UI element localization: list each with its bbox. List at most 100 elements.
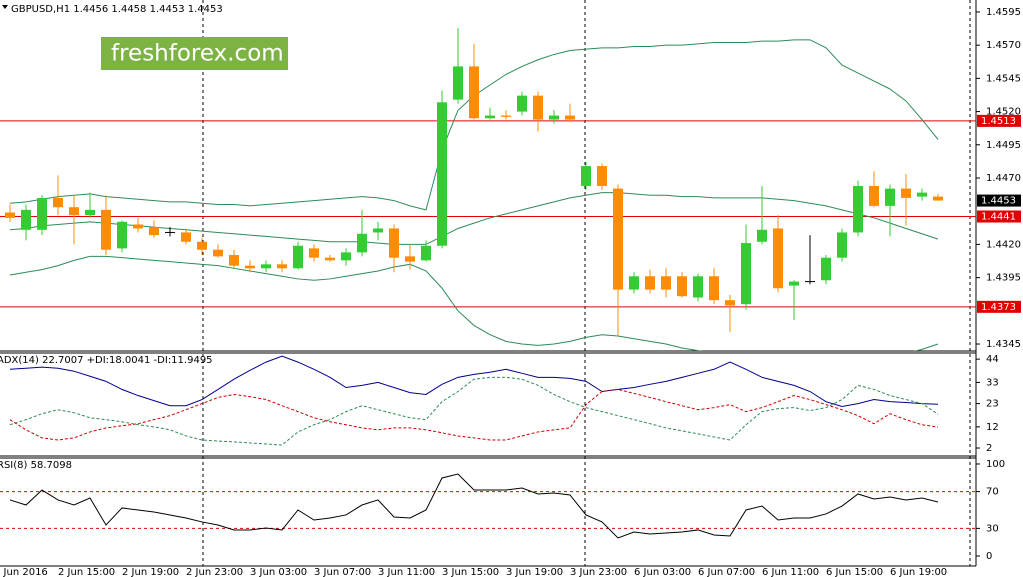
level-label: 1.4373 [981,302,1016,313]
candle-body [101,209,111,250]
candle-body [69,207,79,216]
candle-body [149,227,159,236]
x-tick-label: 6 Jun 07:00 [698,567,755,577]
panel [9,355,939,446]
candle-body [773,228,783,289]
x-tick-label: 2 Jun 23:00 [186,567,243,577]
y-tick-label: 1.4345 [986,339,1021,350]
candle-body [789,281,799,286]
y-tick-label: 70 [986,487,999,498]
candle-body [661,276,671,290]
candle-body [501,115,511,117]
x-tick-label: 6 Jun 19:00 [890,567,947,577]
candle-body [21,209,31,230]
level-label-box [977,114,1021,127]
panel-title: RSI(8) 58.7098 [0,460,72,471]
indicator-line [9,355,939,408]
candle-body [517,95,527,112]
x-tick-label: 2 Jun 2016 [0,567,48,577]
y-tick-label: 23 [986,399,999,410]
candle-body [389,228,399,258]
candle-body [629,276,639,290]
candle-body [885,188,895,206]
candle-body [565,115,575,120]
watermark: freshforex.com [111,41,284,67]
candle-body [245,265,255,269]
candle-body [533,95,543,120]
candle-body [677,276,687,297]
candle-body [277,264,287,269]
band-line [9,255,939,351]
candle-body [597,166,607,186]
x-tick-label: 6 Jun 15:00 [826,567,883,577]
y-tick-label: 44 [986,354,999,365]
candle-body [645,276,655,290]
y-tick-label: 100 [986,459,1005,470]
x-tick-label: 3 Jun 03:00 [250,567,307,577]
y-tick-label: 1.4570 [986,40,1021,51]
candle-body [357,233,367,253]
y-tick-label: 1.4520 [986,107,1021,118]
candle-body [613,188,623,290]
level-label-box [977,300,1021,313]
candle-body [485,115,495,119]
candle-body [421,245,431,261]
y-tick-label: 33 [986,377,999,388]
candle-body [37,197,47,230]
candle-body [405,256,415,262]
last-price-box [977,194,1021,207]
candle-body [373,228,383,233]
candle-body [85,209,95,216]
y-tick-label: 0 [986,551,992,562]
band-line [9,192,939,245]
candle-body [213,249,223,257]
candle-body [901,188,911,198]
candle-body [933,196,943,201]
x-tick-label: 3 Jun 23:00 [570,567,627,577]
level-label: 1.4441 [981,212,1016,223]
chart-title: GBPUSD,H1 1.4456 1.4458 1.4453 1.4453 [11,4,223,15]
candle-body [469,66,479,119]
candle-body [133,224,143,229]
menu-triangle[interactable] [2,5,8,9]
candle-body [453,66,463,100]
y-tick-label: 1.4420 [986,239,1021,250]
candle-body [821,257,831,281]
candle-body [549,115,559,120]
candle-body [725,300,735,306]
candle-body [309,248,319,258]
panel-title: ADX(14) 22.7007 +DI:18.0041 -DI:11.9495 [0,355,213,366]
indicator-line [9,376,939,446]
candle-body [261,264,271,269]
x-tick-label: 3 Jun 11:00 [378,567,435,577]
x-tick-label: 3 Jun 07:00 [314,567,371,577]
candle-body [869,185,879,206]
last-price-label: 1.4453 [981,196,1016,207]
watermark-box [101,37,288,70]
candle-body [325,257,335,261]
candle-body [757,229,767,242]
indicator-line [9,473,939,539]
candle-body [53,197,63,208]
candle-body [709,276,719,301]
panel [0,473,976,539]
candle-body [853,185,863,233]
x-tick-label: 6 Jun 03:00 [634,567,691,577]
y-tick-label: 12 [986,422,999,433]
candle-body [437,102,447,246]
candle-body [181,232,191,242]
candle-body [341,252,351,261]
candle-body [197,241,207,250]
candle-body [293,245,303,269]
x-tick-label: 6 Jun 11:00 [762,567,819,577]
y-tick-label: 1.4470 [986,173,1021,184]
panel [0,27,976,351]
x-tick-label: 2 Jun 19:00 [122,567,179,577]
y-tick-label: 2 [986,443,992,454]
candle-body [5,212,15,218]
candle-body [741,243,751,305]
candle-body [229,255,239,266]
level-label: 1.4513 [981,116,1016,127]
